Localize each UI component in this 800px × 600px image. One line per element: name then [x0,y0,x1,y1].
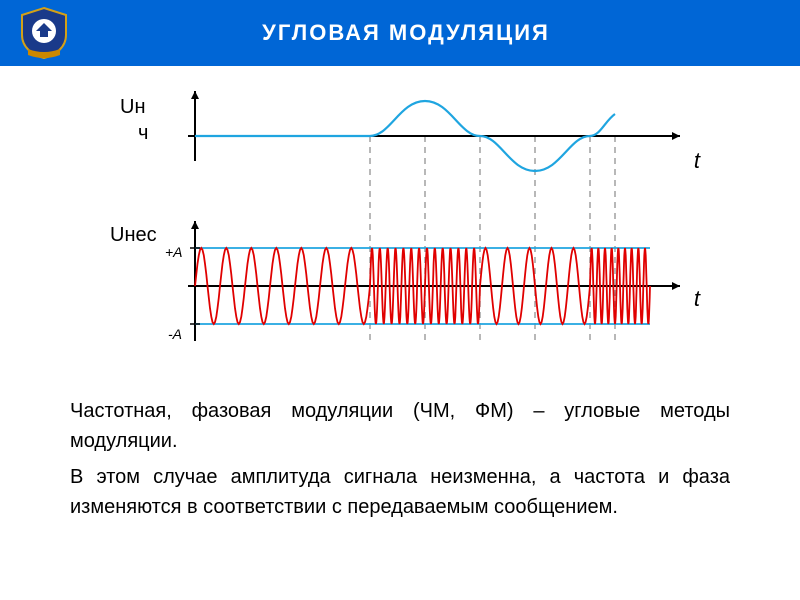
diagram-svg [80,86,720,366]
paragraph-1: Частотная, фазовая модуляции (ЧМ, ФМ) – … [70,396,730,456]
modulation-diagram: Uн ч t Uнес t +А -А [80,86,720,366]
institution-logo [16,5,72,61]
paragraph-2: В этом случае амплитуда сигнала неизменн… [70,462,730,522]
content-area: Uн ч t Uнес t +А -А Частотная, фазовая м… [0,66,800,548]
page-title: УГЛОВАЯ МОДУЛЯЦИЯ [112,20,800,46]
description-text: Частотная, фазовая модуляции (ЧМ, ФМ) – … [40,396,760,522]
header: УГЛОВАЯ МОДУЛЯЦИЯ [0,0,800,66]
